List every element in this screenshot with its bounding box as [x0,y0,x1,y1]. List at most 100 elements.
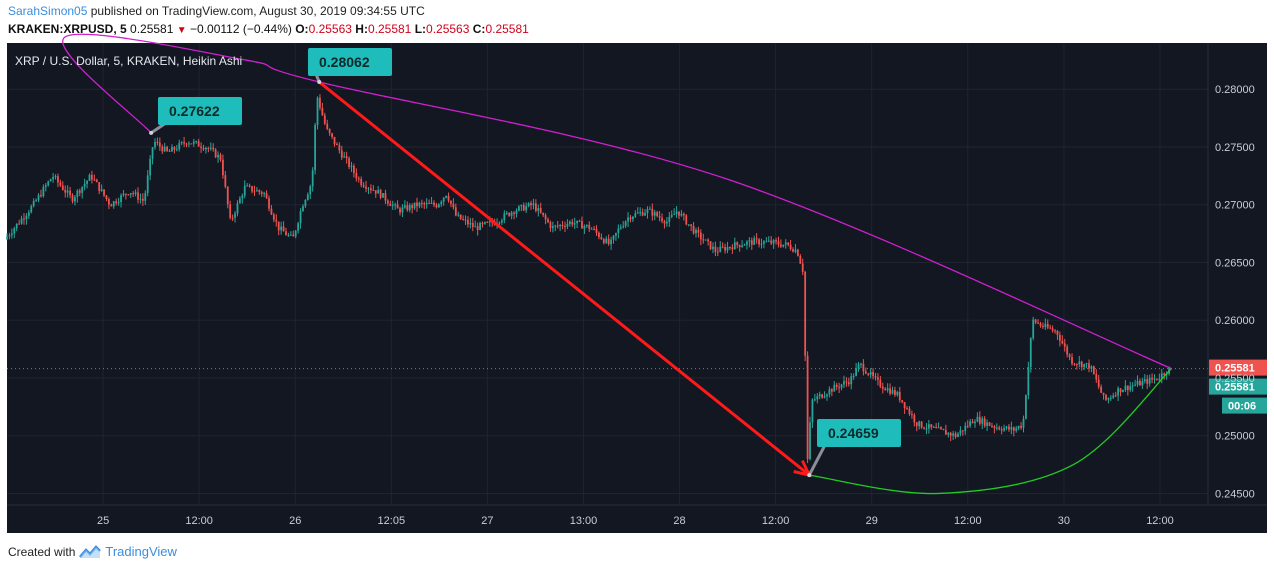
candle-body [93,179,96,181]
candle-body [539,208,542,213]
candle-body [270,208,273,215]
candle-body [542,212,545,216]
candle-body [527,203,530,207]
candle-body [362,185,365,187]
last-price-tag-red-label: 0.25581 [1215,363,1255,375]
candle-body [6,236,8,240]
candle-body [799,255,802,264]
candle-body [219,154,222,160]
candle-body [758,239,760,245]
candle-body [442,197,445,202]
candle-body [127,194,130,196]
candle-body [821,394,824,398]
x-tick-label: 12:05 [378,515,406,527]
candle-body [457,214,460,216]
candle-body [998,427,1001,430]
down-arrow-line [318,80,811,477]
candle-body [661,217,663,222]
candle-body [809,422,811,459]
candle-body [961,430,964,432]
candle-body [639,212,642,214]
candle-body [484,222,486,224]
candle-body [319,97,321,108]
price-callout-box [158,97,242,125]
candle-body [554,225,557,227]
candle-body [748,240,751,242]
candle-body [891,390,894,394]
author-link[interactable]: SarahSimon05 [8,4,88,18]
candle-body [501,220,503,223]
low-label: L: [414,22,427,36]
candle-body [52,177,54,180]
candle-body [1092,366,1095,375]
candle-body [551,226,554,229]
candle-body [1156,378,1158,380]
candle-body [782,244,785,247]
candle-body [816,396,819,400]
candle-body [719,246,722,252]
candle-body [42,187,45,197]
candle-body [930,424,933,428]
candle-body [508,212,511,216]
candle-body [869,371,872,375]
candle-body [1141,381,1144,386]
candle-body [619,227,622,229]
candle-body [217,154,219,158]
candle-body [248,185,251,187]
candle-body [818,394,821,397]
x-tick-label: 29 [866,515,878,527]
x-tick-label: 27 [481,515,493,527]
candle-body [789,244,792,250]
candle-body [1044,323,1047,327]
candle-body [107,199,110,205]
candle-body [83,183,86,187]
callout-anchor [149,130,154,135]
candle-body [98,182,101,191]
candle-body [183,142,185,144]
candle-body [532,203,535,206]
candle-body [57,176,59,183]
candle-body [695,229,697,234]
candle-body [231,217,234,219]
candle-body [670,214,673,217]
candle-body [370,188,372,190]
price-callout-label: 0.27622 [169,103,220,119]
candle-body [598,232,600,238]
candle-body [265,193,268,199]
candle-body [804,271,807,356]
candle-body [224,175,227,187]
candle-body [1088,363,1090,369]
tradingview-brand-link[interactable]: TradingView [105,544,177,559]
x-tick-label: 28 [673,515,685,527]
y-tick-label: 0.26000 [1215,315,1255,327]
candle-body [721,246,724,248]
candle-body [418,202,421,207]
y-tick-label: 0.25500 [1215,373,1255,385]
candle-body [141,198,144,201]
candle-body [678,211,680,216]
candle-body [299,211,302,224]
candle-body [1061,340,1064,344]
candle-body [505,212,508,214]
y-tick-label: 0.24500 [1215,488,1255,500]
candle-body [302,206,304,212]
candle-body [1012,427,1015,431]
candle-body [830,389,833,392]
candle-body [35,200,38,202]
candle-body [1068,354,1071,358]
candle-body [978,416,981,424]
y-tick-label: 0.27000 [1215,200,1255,212]
y-tick-label: 0.28000 [1215,84,1255,96]
candle-body [534,203,537,211]
candle-body [44,185,47,188]
candle-body [268,198,270,209]
candle-body [202,147,205,150]
chart-title: XRP / U.S. Dollar, 5, KRAKEN, Heikin Ash… [15,54,242,68]
candle-body [1124,385,1127,391]
candle-body [959,430,962,434]
candle-body [898,391,901,401]
candle-body [724,247,727,251]
candle-body [241,195,244,199]
candle-body [1109,397,1112,399]
